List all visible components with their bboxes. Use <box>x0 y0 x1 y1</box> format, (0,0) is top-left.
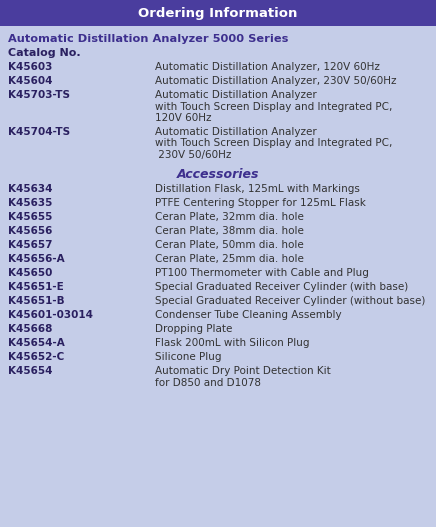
Text: Special Graduated Receiver Cylinder (with base): Special Graduated Receiver Cylinder (wit… <box>155 282 408 292</box>
Bar <box>0 0 436 26</box>
Text: K45704-TS: K45704-TS <box>8 127 70 137</box>
Text: Automatic Distillation Analyzer: Automatic Distillation Analyzer <box>155 90 317 100</box>
Text: K45652-C: K45652-C <box>8 352 64 362</box>
Text: K45654: K45654 <box>8 366 52 376</box>
Text: K45634: K45634 <box>8 184 52 194</box>
Text: K45656-A: K45656-A <box>8 254 65 264</box>
Text: K45654-A: K45654-A <box>8 338 65 348</box>
Text: with Touch Screen Display and Integrated PC,: with Touch Screen Display and Integrated… <box>155 102 392 112</box>
Text: Ordering Information: Ordering Information <box>138 6 298 19</box>
Text: K45601-03014: K45601-03014 <box>8 310 93 320</box>
Text: PT100 Thermometer with Cable and Plug: PT100 Thermometer with Cable and Plug <box>155 268 369 278</box>
Text: K45604: K45604 <box>8 76 52 86</box>
Text: K45635: K45635 <box>8 198 52 208</box>
Text: Ceran Plate, 38mm dia. hole: Ceran Plate, 38mm dia. hole <box>155 226 304 236</box>
Text: K45657: K45657 <box>8 240 52 250</box>
Text: PTFE Centering Stopper for 125mL Flask: PTFE Centering Stopper for 125mL Flask <box>155 198 366 208</box>
Text: Ceran Plate, 32mm dia. hole: Ceran Plate, 32mm dia. hole <box>155 212 304 222</box>
Text: Silicone Plug: Silicone Plug <box>155 352 221 362</box>
Text: K45651-B: K45651-B <box>8 296 65 306</box>
Text: K45703-TS: K45703-TS <box>8 90 70 100</box>
Text: Automatic Distillation Analyzer, 120V 60Hz: Automatic Distillation Analyzer, 120V 60… <box>155 62 380 72</box>
Text: Automatic Distillation Analyzer, 230V 50/60Hz: Automatic Distillation Analyzer, 230V 50… <box>155 76 396 86</box>
Text: Distillation Flask, 125mL with Markings: Distillation Flask, 125mL with Markings <box>155 184 360 194</box>
Text: Special Graduated Receiver Cylinder (without base): Special Graduated Receiver Cylinder (wit… <box>155 296 426 306</box>
Text: with Touch Screen Display and Integrated PC,: with Touch Screen Display and Integrated… <box>155 139 392 149</box>
Text: for D850 and D1078: for D850 and D1078 <box>155 377 261 387</box>
Text: Flask 200mL with Silicon Plug: Flask 200mL with Silicon Plug <box>155 338 310 348</box>
Text: K45603: K45603 <box>8 62 52 72</box>
Text: K45656: K45656 <box>8 226 52 236</box>
Text: Ceran Plate, 50mm dia. hole: Ceran Plate, 50mm dia. hole <box>155 240 304 250</box>
Text: Catalog No.: Catalog No. <box>8 48 81 58</box>
Text: K45655: K45655 <box>8 212 52 222</box>
Text: 230V 50/60Hz: 230V 50/60Hz <box>155 150 232 160</box>
Text: Automatic Dry Point Detection Kit: Automatic Dry Point Detection Kit <box>155 366 331 376</box>
Text: K45650: K45650 <box>8 268 52 278</box>
Text: Accessories: Accessories <box>177 168 259 181</box>
Text: 120V 60Hz: 120V 60Hz <box>155 113 211 123</box>
Text: K45651-E: K45651-E <box>8 282 64 292</box>
Text: Ceran Plate, 25mm dia. hole: Ceran Plate, 25mm dia. hole <box>155 254 304 264</box>
Text: Automatic Distillation Analyzer 5000 Series: Automatic Distillation Analyzer 5000 Ser… <box>8 34 288 44</box>
Text: Condenser Tube Cleaning Assembly: Condenser Tube Cleaning Assembly <box>155 310 342 320</box>
Text: Automatic Distillation Analyzer: Automatic Distillation Analyzer <box>155 127 317 137</box>
Text: K45668: K45668 <box>8 324 52 334</box>
Text: Dropping Plate: Dropping Plate <box>155 324 232 334</box>
